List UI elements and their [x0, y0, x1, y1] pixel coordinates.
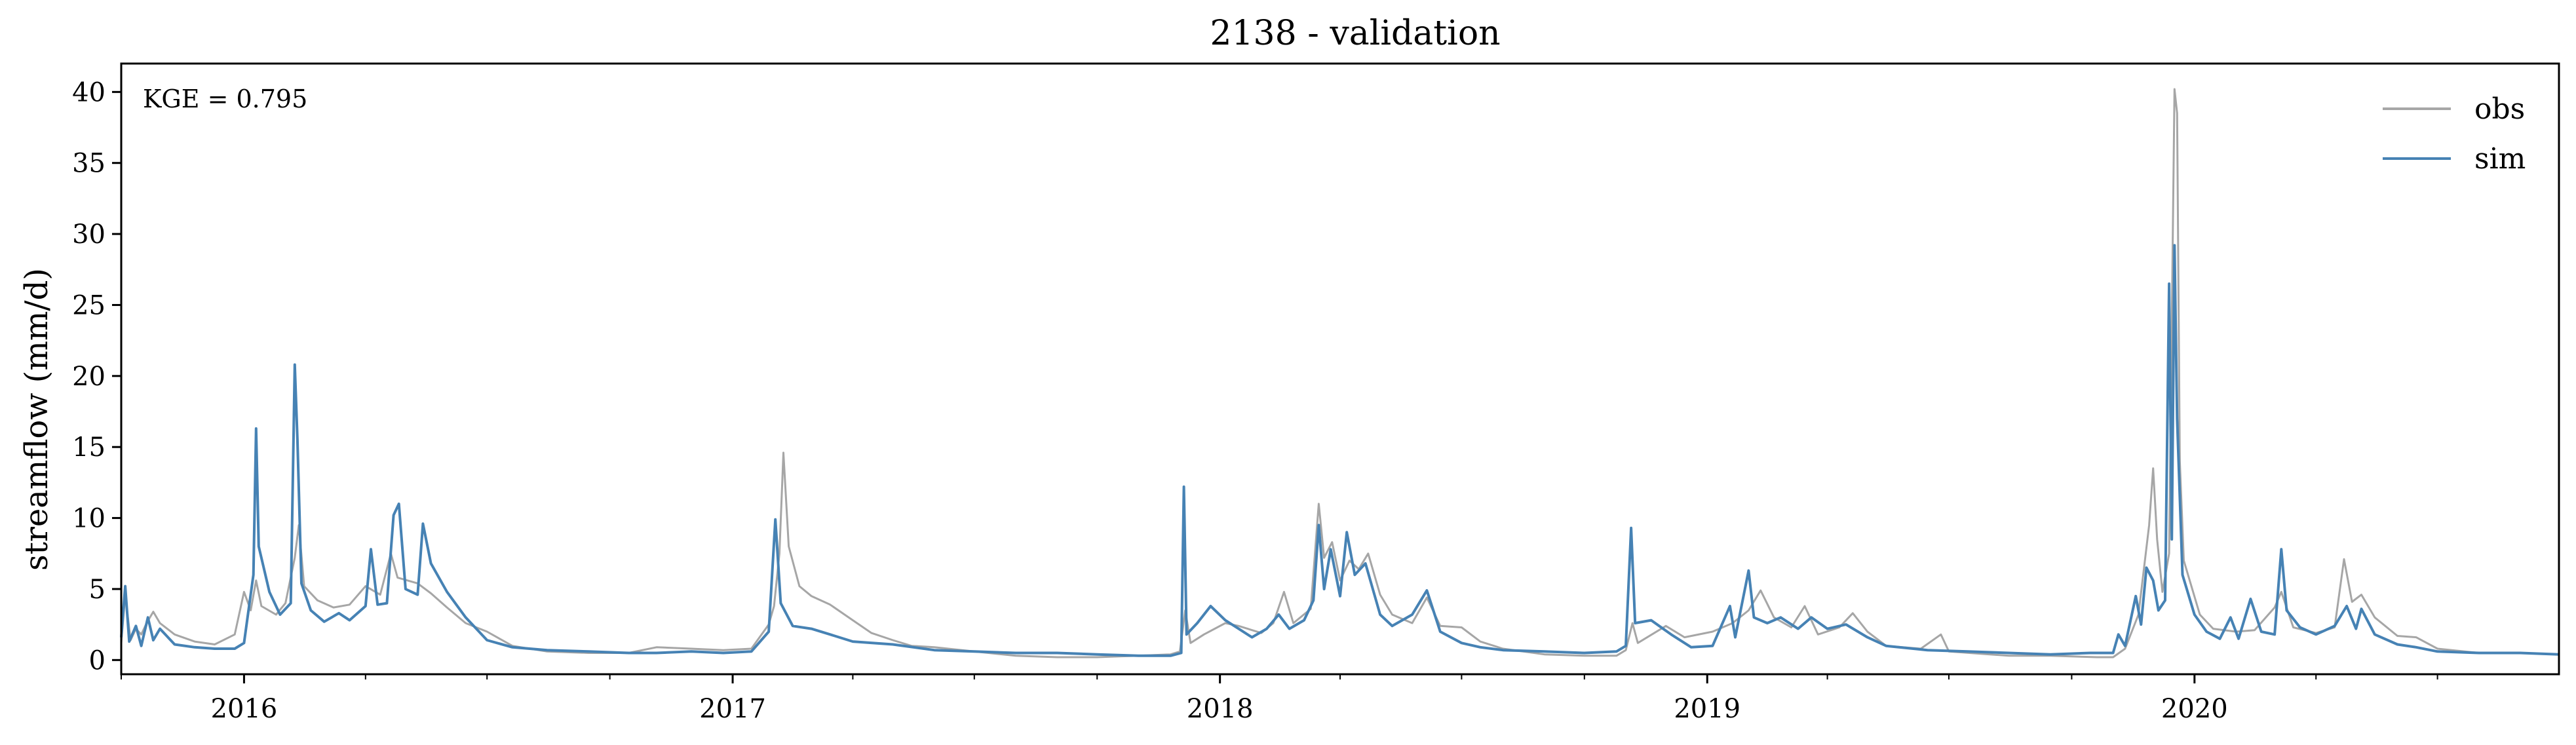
x-axis-ticks: 2016 2017 2018 2019 2020 — [121, 674, 2438, 724]
x-tick-label: 2018 — [1187, 694, 1254, 724]
y-tick-label: 20 — [72, 362, 106, 392]
chart-title: 2138 - validation — [1210, 14, 1500, 53]
x-tick-label: 2019 — [1674, 694, 1740, 724]
y-tick-label: 10 — [72, 504, 106, 534]
y-tick-label: 40 — [72, 77, 106, 107]
y-tick-label: 30 — [72, 220, 106, 250]
legend: obs sim — [2383, 92, 2526, 176]
series-layer — [120, 88, 2560, 659]
y-tick-label: 35 — [72, 149, 106, 179]
y-axis-ticks: 0 5 10 15 20 25 30 35 40 — [72, 77, 121, 676]
y-tick-label: 0 — [89, 645, 106, 676]
y-tick-label: 5 — [89, 575, 106, 605]
x-tick-label: 2016 — [211, 694, 278, 724]
x-tick-label: 2017 — [699, 694, 766, 724]
legend-label-sim: sim — [2474, 142, 2526, 176]
y-tick-label: 15 — [72, 432, 106, 463]
legend-label-obs: obs — [2474, 92, 2525, 126]
y-tick-label: 25 — [72, 290, 106, 320]
plot-frame — [120, 62, 2560, 676]
kge-annotation: KGE = 0.795 — [143, 85, 307, 113]
y-axis-label: streamflow (mm/d) — [18, 268, 55, 571]
series-line-sim — [120, 244, 2560, 657]
x-tick-label: 2020 — [2161, 694, 2228, 724]
